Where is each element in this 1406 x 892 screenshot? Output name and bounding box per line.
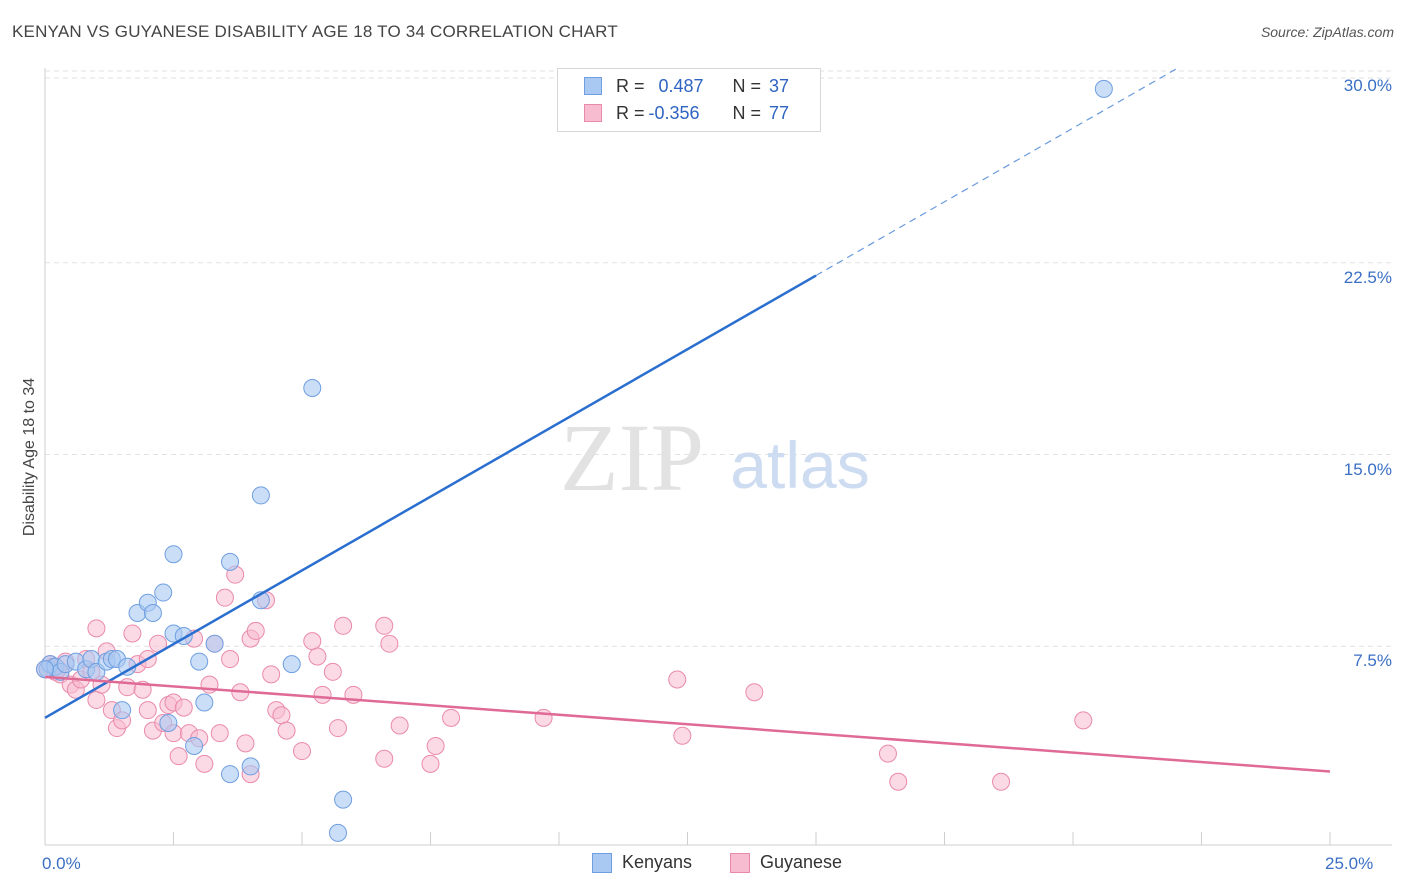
kenyans-point	[205, 634, 224, 653]
kenyans-point	[241, 757, 260, 776]
guyanese-point	[380, 634, 399, 653]
guyanese-legend-swatch	[730, 852, 750, 873]
guyanese-point	[87, 690, 106, 709]
kenyans-point	[221, 765, 240, 784]
y-tick-label: 22.5%	[1343, 267, 1392, 287]
kenyans-point	[113, 701, 132, 720]
gridlines	[45, 70, 1392, 647]
guyanese-point	[442, 708, 461, 727]
guyanese-swatch	[584, 104, 602, 122]
kenyans-point	[251, 486, 270, 505]
guyanese-point	[328, 719, 347, 738]
guyanese-point	[246, 621, 265, 640]
watermark-atlas: atlas	[730, 428, 869, 502]
axes	[44, 68, 1392, 846]
guyanese-point	[293, 742, 311, 761]
chart-title: KENYAN VS GUYANESE DISABILITY AGE 18 TO …	[12, 22, 618, 41]
guyanese-point	[390, 716, 409, 735]
guyanese-point	[334, 616, 353, 635]
legend-n-value: 77	[769, 102, 790, 123]
legend-n-label: N =	[732, 75, 762, 96]
guyanese-point	[169, 747, 188, 766]
x-tick-label-max: 25.0%	[1325, 854, 1374, 873]
guyanese-point	[210, 724, 229, 743]
guyanese-point	[323, 662, 342, 681]
guyanese-point	[668, 670, 687, 689]
watermark: ZIP atlas	[560, 404, 870, 511]
kenyans-point	[190, 652, 209, 671]
kenyans-trend-line	[44, 274, 817, 719]
legend-r-value: 0.487	[658, 75, 704, 96]
trend-lines	[44, 68, 1331, 773]
kenyans-point	[303, 379, 322, 398]
guyanese-point	[673, 726, 692, 745]
y-tick-label: 30.0%	[1343, 76, 1392, 95]
guyanese-point	[375, 749, 394, 768]
guyanese-point	[303, 632, 322, 651]
guyanese-legend-label: Guyanese	[760, 852, 843, 872]
kenyans-point	[185, 736, 204, 755]
y-tick-label: 7.5%	[1353, 651, 1392, 671]
guyanese-point	[87, 619, 106, 638]
legend-item-kenyans[interactable]: Kenyans	[592, 852, 692, 873]
guyanese-point	[215, 588, 234, 607]
guyanese-point	[1074, 711, 1093, 730]
guyanese-point	[992, 772, 1011, 791]
guyanese-point	[272, 706, 291, 725]
kenyans-point	[164, 545, 183, 564]
kenyans-point	[195, 693, 214, 712]
guyanese-point	[277, 721, 296, 740]
kenyans-point	[36, 660, 54, 679]
watermark-zip: ZIP	[560, 404, 704, 511]
guyanese-point	[123, 624, 142, 643]
kenyans-point	[1094, 79, 1113, 98]
guyanese-point	[421, 754, 440, 773]
y-tick-label: 15.0%	[1343, 459, 1392, 479]
guyanese-point	[138, 701, 157, 720]
kenyans-legend-label: Kenyans	[622, 852, 693, 872]
kenyans-point	[221, 552, 240, 571]
kenyans-point	[143, 604, 162, 623]
guyanese-point	[534, 708, 553, 727]
legend-n-label: N =	[732, 102, 762, 123]
kenyans-point	[328, 823, 347, 842]
legend-row-guyanese: R = -0.356 N = 77	[558, 100, 789, 126]
guyanese-point	[375, 616, 394, 635]
guyanese-point	[236, 734, 255, 753]
legend-row-kenyans: R = 0.487 N = 37	[558, 73, 789, 99]
guyanese-point	[221, 650, 240, 669]
guyanese-point	[118, 678, 137, 697]
kenyans-point	[334, 790, 353, 809]
guyanese-trend-line	[44, 675, 1331, 773]
x-tick-label-min: 0.0%	[42, 854, 81, 873]
kenyans-swatch	[584, 77, 602, 95]
legend-r-label: R =	[616, 75, 645, 96]
kenyans-trend-extension	[815, 68, 1177, 277]
kenyans-point	[154, 583, 173, 602]
guyanese-point	[174, 698, 193, 717]
legend-n-value: 37	[769, 75, 790, 96]
legend-item-guyanese[interactable]: Guyanese	[730, 852, 842, 873]
guyanese-point	[426, 736, 445, 755]
correlation-legend: R = 0.487 N = 37 R = -0.356 N = 77	[557, 68, 821, 132]
guyanese-point	[262, 665, 281, 684]
kenyans-point	[159, 713, 178, 732]
guyanese-point	[195, 754, 214, 773]
series-legend: Kenyans Guyanese	[0, 852, 1406, 878]
source-label: Source: ZipAtlas.com	[1260, 24, 1394, 40]
guyanese-point	[313, 685, 332, 704]
guyanese-point	[308, 647, 327, 666]
guyanese-points	[36, 565, 1093, 791]
legend-r-value: -0.356	[648, 102, 700, 123]
guyanese-point	[889, 772, 908, 791]
kenyans-legend-swatch	[592, 852, 612, 873]
legend-r-label: R =	[616, 102, 645, 123]
guyanese-point	[878, 744, 897, 763]
guyanese-point	[745, 683, 764, 702]
kenyans-point	[282, 655, 301, 674]
